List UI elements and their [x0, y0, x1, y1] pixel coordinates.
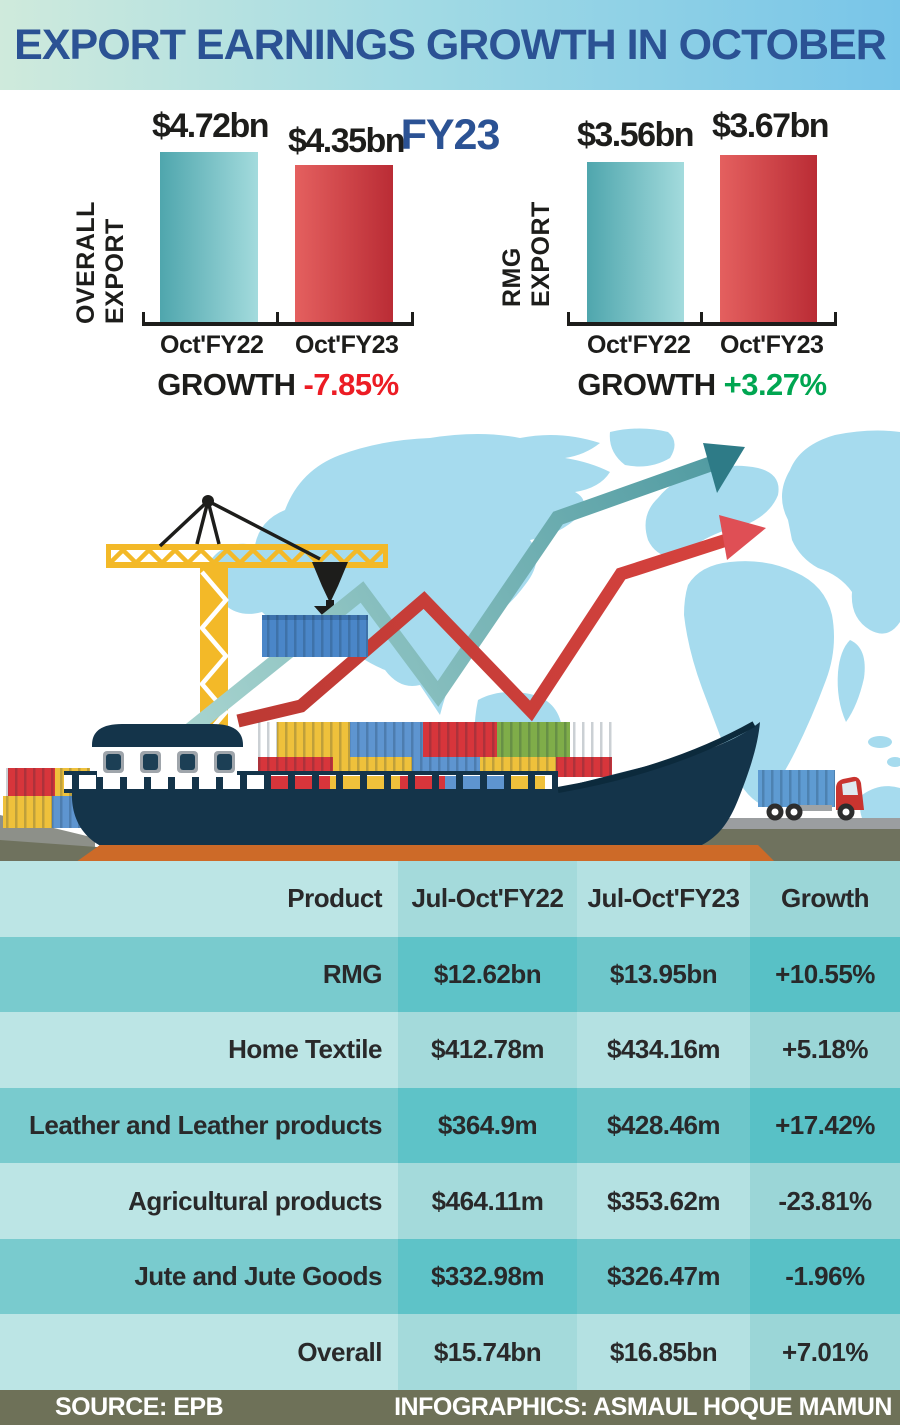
- overall-growth: GROWTH -7.85%: [142, 367, 414, 403]
- table-header-cell: Jul-Oct'FY23: [577, 861, 750, 937]
- crane-container: [262, 615, 368, 657]
- overall-axis: [142, 322, 414, 326]
- rmg-fy22-label: Oct'FY22: [587, 331, 691, 359]
- table-cell: $412.78m: [398, 1012, 577, 1088]
- overall-fy22-bar: [160, 152, 258, 322]
- table-cell: +17.42%: [750, 1087, 900, 1164]
- table-cell: Home Textile: [0, 1012, 398, 1088]
- growth-label: GROWTH: [577, 367, 716, 402]
- table-cell: RMG: [0, 936, 398, 1013]
- table-cell: -1.96%: [750, 1238, 900, 1315]
- overall-fy23-bar: [295, 165, 393, 322]
- export-illustration: [0, 428, 900, 862]
- table-cell: Overall: [0, 1314, 398, 1390]
- table-header-cell: Product: [0, 861, 398, 937]
- overall-fy22-label: Oct'FY22: [160, 331, 264, 359]
- rmg-fy22-bar: [587, 162, 684, 322]
- ship-containers: [258, 722, 612, 777]
- table-cell: $332.98m: [398, 1238, 577, 1315]
- page-title: EXPORT EARNINGS GROWTH IN OCTOBER FY23: [14, 21, 887, 159]
- source-credit: SOURCE: EPB: [55, 1393, 224, 1421]
- table-cell: $16.85bn: [577, 1314, 750, 1390]
- overall-fy23-label: Oct'FY23: [295, 331, 399, 359]
- table-cell: $13.95bn: [577, 936, 750, 1013]
- table-header-cell: Growth: [750, 861, 900, 937]
- table-cell: $364.9m: [398, 1087, 577, 1164]
- red-growth-arrow: [236, 515, 766, 728]
- table-cell: +10.55%: [750, 936, 900, 1013]
- export-table: Product Jul-Oct'FY22 Jul-Oct'FY23 Growth RMG…: [0, 861, 900, 1390]
- table-cell: $326.47m: [577, 1238, 750, 1315]
- table-header-cell: Jul-Oct'FY22: [398, 861, 577, 937]
- title-banner: EXPORT EARNINGS GROWTH IN OCTOBER FY23: [0, 0, 900, 159]
- quay-strip: [76, 845, 775, 862]
- footer-bar: SOURCE: EPB INFOGRAPHICS: ASMAUL HOQUE M…: [0, 1390, 900, 1425]
- rmg-export-axis-label: RMG EXPORT: [498, 201, 555, 307]
- growth-value: +3.27%: [723, 367, 828, 402]
- table-cell: $464.11m: [398, 1163, 577, 1239]
- rmg-fy22-value: $3.56bn: [576, 116, 695, 154]
- cabin-windows: [103, 751, 235, 773]
- overall-fy23-value: $4.35bn: [287, 122, 406, 160]
- world-map: [203, 428, 900, 858]
- axis-tick: [276, 312, 279, 322]
- table-cell: $428.46m: [577, 1087, 750, 1164]
- rmg-axis: [567, 322, 837, 326]
- cargo-ship: [64, 721, 760, 856]
- axis-tick: [834, 312, 837, 322]
- rmg-fy23-value: $3.67bn: [711, 107, 830, 145]
- overall-export-axis-label: OVERALL EXPORT: [72, 201, 129, 325]
- table-cell: $353.62m: [577, 1163, 750, 1239]
- table-cell: Jute and Jute Goods: [0, 1238, 398, 1315]
- table-cell: $15.74bn: [398, 1314, 577, 1390]
- rmg-fy23-label: Oct'FY23: [720, 331, 824, 359]
- overall-fy22-value: $4.72bn: [151, 107, 270, 145]
- table-cell: -23.81%: [750, 1163, 900, 1239]
- axis-tick: [700, 312, 703, 322]
- table-cell: $12.62bn: [398, 936, 577, 1013]
- table-cell: +7.01%: [750, 1314, 900, 1390]
- axis-tick: [567, 312, 570, 322]
- table-cell: Leather and Leather products: [0, 1087, 398, 1164]
- axis-tick: [142, 312, 145, 322]
- table-cell: Agricultural products: [0, 1163, 398, 1239]
- container-truck: [758, 770, 864, 821]
- ship-cabin: [92, 724, 243, 777]
- infographics-credit: INFOGRAPHICS: ASMAUL HOQUE MAMUN: [394, 1393, 892, 1421]
- growth-label: GROWTH: [157, 367, 296, 402]
- table-cell: +5.18%: [750, 1012, 900, 1088]
- axis-tick: [411, 312, 414, 322]
- rmg-growth: GROWTH +3.27%: [567, 367, 837, 403]
- growth-value: -7.85%: [303, 367, 399, 402]
- rmg-fy23-bar: [720, 155, 817, 322]
- table-cell: $434.16m: [577, 1012, 750, 1088]
